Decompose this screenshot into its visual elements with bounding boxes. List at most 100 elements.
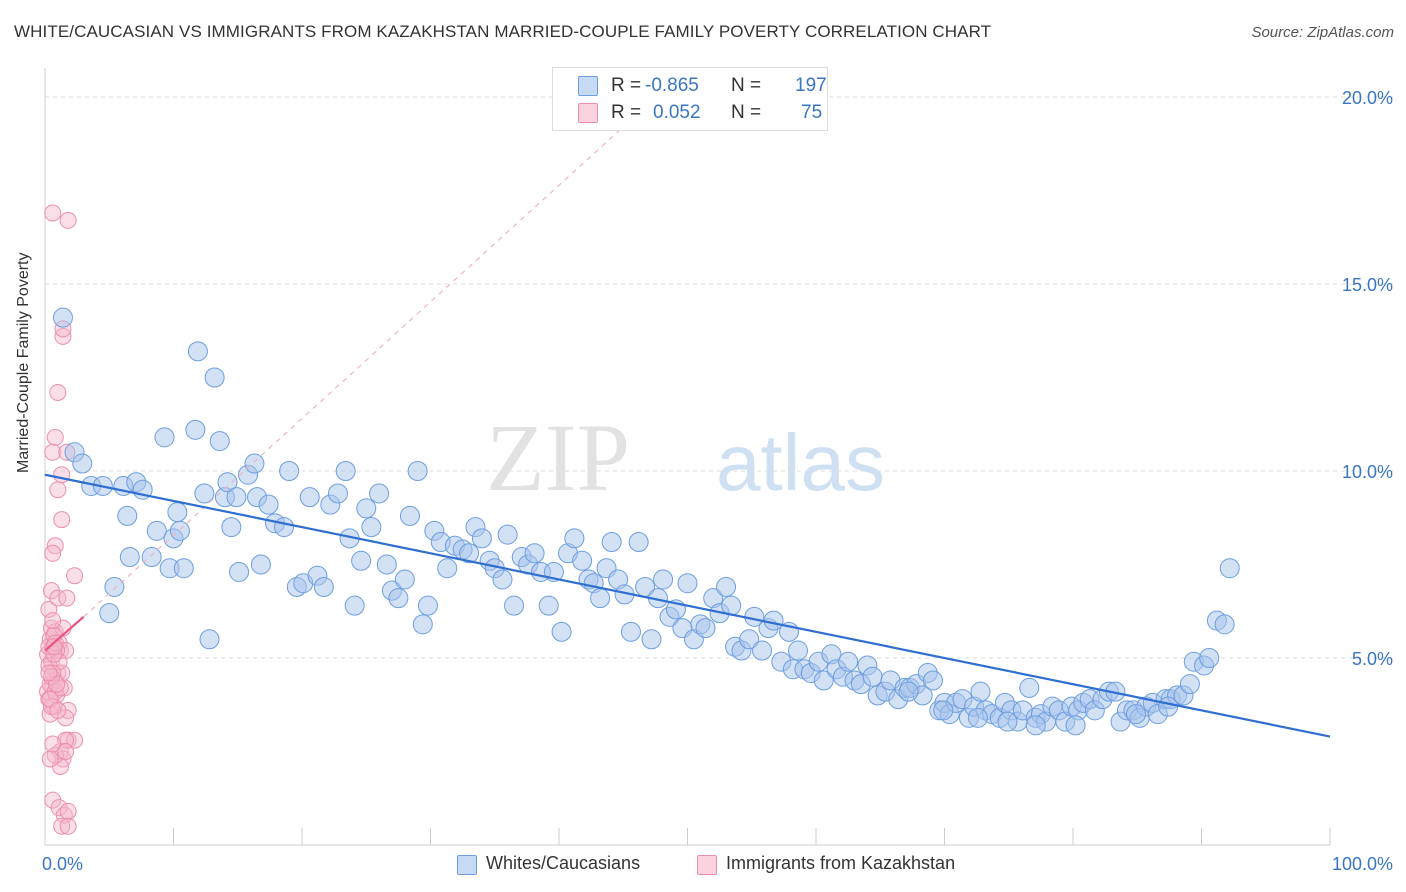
data-point-whites: [279, 461, 300, 481]
data-point-whites: [1065, 715, 1086, 736]
data-point-whites: [492, 569, 513, 590]
data-point-whites: [299, 487, 320, 508]
data-point-kazakhstan: [53, 511, 71, 529]
data-point-whites: [412, 614, 433, 635]
data-point-whites: [258, 494, 279, 515]
data-point-whites: [970, 681, 991, 702]
chart-title: WHITE/CAUCASIAN VS IMMIGRANTS FROM KAZAK…: [14, 22, 992, 41]
bottom-swatch-kazakhstan: [697, 855, 717, 875]
data-point-whites: [209, 431, 230, 452]
trend-lines: [44, 126, 1331, 738]
data-point-whites: [653, 569, 674, 590]
data-point-whites: [677, 573, 698, 594]
data-point-whites: [497, 524, 518, 545]
data-point-whites: [226, 487, 247, 508]
data-point-kazakhstan: [58, 589, 76, 607]
legend-r-value: 0.052: [653, 102, 701, 123]
data-point-kazakhstan: [44, 443, 62, 461]
axes: [44, 68, 1331, 846]
data-point-whites: [194, 483, 215, 504]
x-tick-label-min: 0.0%: [42, 854, 83, 874]
data-point-whites: [1199, 648, 1220, 668]
data-point-whites: [538, 595, 559, 616]
data-point-whites: [104, 576, 125, 597]
series-immigrants-kazakhstan: [39, 204, 84, 835]
data-point-whites: [199, 629, 220, 650]
data-point-kazakhstan: [46, 428, 64, 446]
data-point-whites: [376, 554, 397, 575]
data-point-whites: [335, 461, 356, 481]
legend-n-label: N =: [731, 102, 762, 123]
data-point-kazakhstan: [49, 383, 67, 401]
data-point-whites: [628, 532, 649, 553]
data-point-kazakhstan: [53, 817, 71, 835]
x-tick-label-max: 100.0%: [1332, 854, 1393, 874]
data-point-kazakhstan: [49, 481, 67, 499]
data-point-kazakhstan: [44, 612, 62, 630]
data-point-whites: [788, 640, 809, 661]
data-point-whites: [185, 419, 206, 440]
data-point-whites: [641, 629, 662, 650]
data-point-kazakhstan: [44, 544, 62, 562]
data-point-whites: [274, 517, 295, 538]
data-point-whites: [146, 520, 167, 541]
data-point-whites: [417, 595, 438, 616]
data-point-whites: [221, 517, 242, 538]
y-tick-label: 10.0%: [1342, 462, 1393, 482]
data-point-kazakhstan: [57, 743, 75, 760]
y-tick-label: 15.0%: [1342, 275, 1393, 295]
data-point-whites: [351, 550, 372, 571]
data-point-whites: [361, 517, 382, 538]
data-point-whites: [399, 505, 420, 526]
data-point-whites: [394, 569, 415, 590]
data-point-whites: [356, 498, 377, 519]
data-point-whites: [52, 307, 73, 328]
data-point-kazakhstan: [55, 679, 73, 697]
data-point-whites: [933, 700, 954, 721]
data-point-kazakhstan: [41, 750, 59, 768]
data-point-kazakhstan: [44, 204, 62, 222]
data-point-kazakhstan: [59, 802, 77, 820]
legend-n-label: N =: [731, 75, 762, 96]
data-point-whites: [187, 341, 208, 362]
data-point-kazakhstan: [66, 567, 84, 585]
data-point-kazakhstan: [44, 735, 62, 753]
data-point-whites: [1125, 704, 1146, 725]
data-point-kazakhstan: [54, 327, 72, 345]
bottom-legend-kazakhstan-label: Immigrants from Kazakhstan: [726, 853, 956, 873]
data-point-kazakhstan: [49, 589, 67, 607]
data-point-whites: [590, 588, 611, 609]
data-point-whites: [204, 367, 225, 388]
data-point-kazakhstan: [53, 664, 71, 682]
data-point-whites: [119, 547, 140, 568]
data-point-whites: [1179, 674, 1200, 695]
trendline-kazakhstan: [44, 616, 85, 652]
data-point-whites: [313, 576, 334, 597]
data-point-whites: [838, 651, 859, 672]
source-label: Source: ZipAtlas.com: [1251, 24, 1394, 41]
data-point-whites: [154, 427, 175, 448]
data-point-kazakhstan: [45, 638, 63, 656]
data-point-whites: [695, 618, 716, 639]
data-point-whites: [967, 707, 988, 728]
data-point-whites: [997, 711, 1018, 732]
data-point-whites: [898, 681, 919, 702]
y-axis-label: Married-Couple Family Poverty: [15, 252, 32, 473]
y-tick-label: 20.0%: [1342, 88, 1393, 108]
data-point-whites: [327, 483, 348, 504]
series-whites-caucasians: [52, 307, 1240, 736]
data-point-whites: [1219, 558, 1240, 579]
data-point-whites: [1214, 614, 1235, 635]
data-point-whites: [572, 550, 593, 571]
correlation-legend: R = -0.865 N = 197 R = 0.052 N = 75: [552, 67, 828, 131]
legend-swatch-whites: [578, 76, 598, 96]
data-point-whites: [564, 528, 585, 549]
data-point-kazakhstan: [59, 817, 77, 835]
watermark-zip: ZIP: [486, 404, 630, 511]
data-point-kazakhstan: [40, 600, 58, 618]
legend-swatch-kazakhstan: [578, 103, 598, 123]
legend-r-value: -0.865: [645, 75, 699, 96]
data-point-whites: [752, 640, 773, 661]
data-point-whites: [739, 629, 760, 650]
